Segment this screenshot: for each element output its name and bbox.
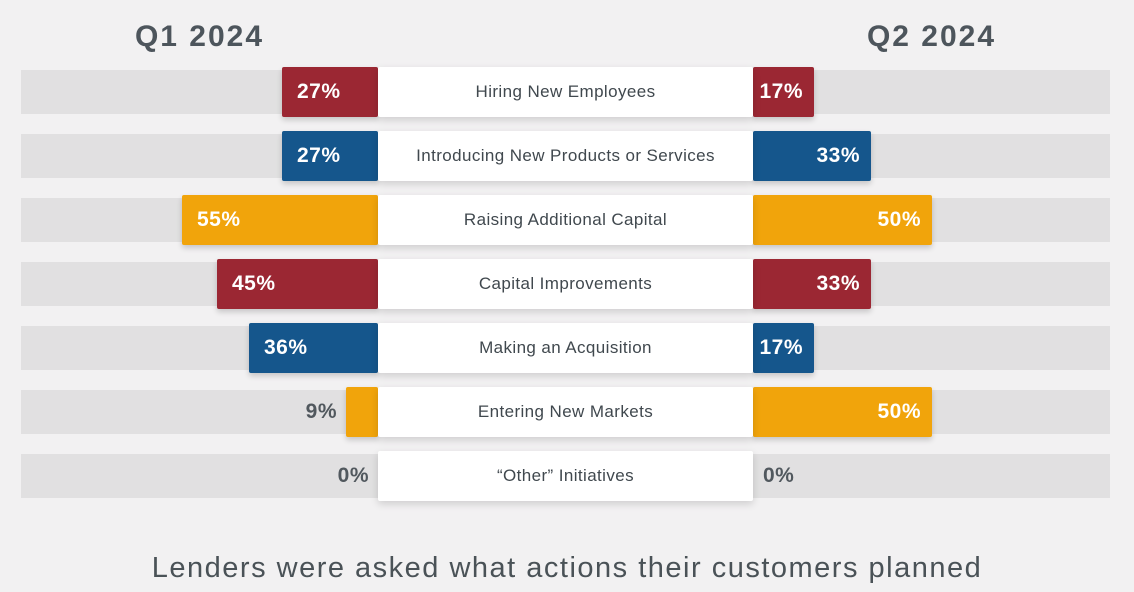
diverging-bar-chart: Q1 2024 Q2 2024 27% 17% Hiring New Employe…	[21, 22, 1110, 501]
category-label: Entering New Markets	[477, 402, 654, 421]
chart-row: 27% 17% Hiring New Employees	[21, 67, 1110, 117]
chart-rows: 27% 17% Hiring New Employees 27% 33% Introduc…	[21, 67, 1110, 501]
chart-row: 9% 50% Entering New Markets	[21, 387, 1110, 437]
q2-bar-zone: 33%	[753, 259, 1110, 309]
q1-2024-header: Q1 2024	[134, 20, 265, 53]
q2-bar-zone: 33%	[753, 131, 1110, 181]
q2-2024-header: Q2 2024	[866, 20, 997, 53]
q2-bar-zone: 17%	[753, 323, 1110, 373]
q1-bar-1: 27%	[282, 131, 378, 181]
bar-value-label: 50%	[877, 400, 921, 423]
bar-value-label-outside: 0%	[337, 464, 369, 487]
category-label: Making an Acquisition	[479, 338, 652, 357]
category-label-box: Raising Additional Capital	[378, 195, 753, 245]
bar-value-label: 17%	[759, 336, 803, 359]
q2-bar-0: 17%	[753, 67, 814, 117]
category-label-box: Hiring New Employees	[378, 67, 753, 117]
q2-bar-3: 33%	[753, 259, 871, 309]
category-label-box: Making an Acquisition	[378, 323, 753, 373]
q1-bar-5	[346, 387, 378, 437]
q1-bar-4: 36%	[249, 323, 378, 373]
bar-value-label: 33%	[816, 272, 860, 295]
q2-bar-1: 33%	[753, 131, 871, 181]
q1-bar-zone: 27%	[21, 131, 378, 181]
q2-bar-2: 50%	[753, 195, 932, 245]
category-label: Introducing New Products or Services	[416, 146, 715, 165]
chart-row: 27% 33% Introducing New Products or Servic…	[21, 131, 1110, 181]
q2-bar-zone: 17%	[753, 67, 1110, 117]
bar-value-label: 27%	[297, 144, 341, 167]
bar-value-label: 45%	[232, 272, 276, 295]
category-label-box: Introducing New Products or Services	[378, 131, 753, 181]
q2-bar-zone: 50%	[753, 195, 1110, 245]
bar-value-label: 17%	[759, 80, 803, 103]
q1-bar-zone: 36%	[21, 323, 378, 373]
q1-bar-zone: 9%	[21, 387, 378, 437]
chart-row: 0% 0% “Other” Initiatives	[21, 451, 1110, 501]
bar-value-label-outside: 0%	[763, 464, 795, 487]
chart-row: 55% 50% Raising Additional Capital	[21, 195, 1110, 245]
chart-caption: Lenders were asked what actions their cu…	[151, 552, 983, 584]
q2-bar-5: 50%	[753, 387, 932, 437]
chart-row: 45% 33% Capital Improvements	[21, 259, 1110, 309]
q2-bar-4: 17%	[753, 323, 814, 373]
q2-bar-zone: 50%	[753, 387, 1110, 437]
bar-value-label: 50%	[877, 208, 921, 231]
bar-value-label: 55%	[197, 208, 241, 231]
bar-value-label: 33%	[816, 144, 860, 167]
chart-row: 36% 17% Making an Acquisition	[21, 323, 1110, 373]
category-label: “Other” Initiatives	[496, 466, 635, 485]
category-label-box: Capital Improvements	[378, 259, 753, 309]
category-label-box: “Other” Initiatives	[378, 451, 753, 501]
chart-headers: Q1 2024 Q2 2024	[21, 22, 1110, 52]
q1-bar-2: 55%	[182, 195, 378, 245]
category-label: Raising Additional Capital	[463, 210, 668, 229]
q1-bar-zone: 45%	[21, 259, 378, 309]
category-label: Hiring New Employees	[475, 82, 656, 101]
bar-value-label-outside: 9%	[305, 400, 337, 423]
q2-bar-zone: 0%	[753, 451, 1110, 501]
q1-bar-zone: 0%	[21, 451, 378, 501]
q1-bar-0: 27%	[282, 67, 378, 117]
q1-bar-zone: 55%	[21, 195, 378, 245]
bar-value-label: 27%	[297, 80, 341, 103]
category-label-box: Entering New Markets	[378, 387, 753, 437]
category-label: Capital Improvements	[478, 274, 653, 293]
q1-bar-3: 45%	[217, 259, 378, 309]
header-spacer	[378, 22, 753, 52]
bar-value-label: 36%	[264, 336, 308, 359]
q1-bar-zone: 27%	[21, 67, 378, 117]
